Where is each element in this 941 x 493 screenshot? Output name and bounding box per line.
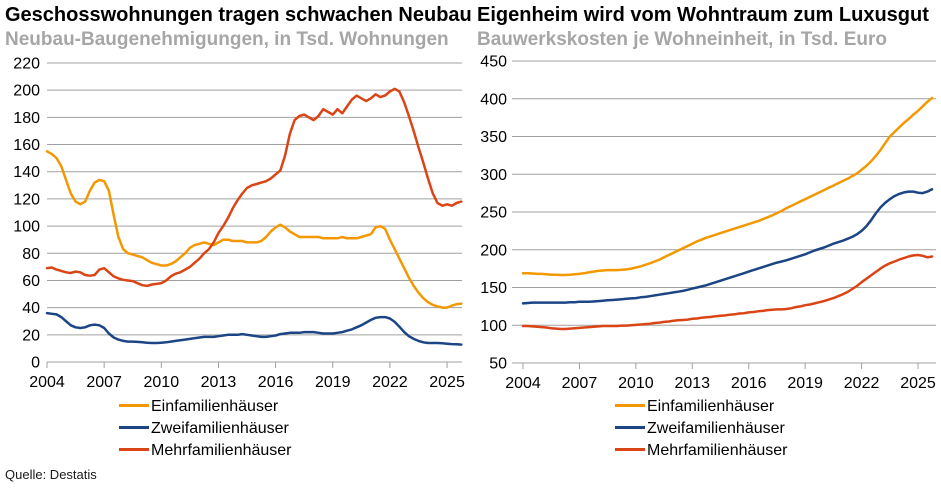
x-axis-tick-label: 2013	[201, 374, 237, 391]
legend-swatch-zweifamilienhaeuser	[119, 425, 149, 429]
legend-item: Zweifamilienhäuser	[615, 418, 941, 440]
legend-swatch-einfamilienhaeuser	[119, 403, 149, 407]
y-axis-tick-label: 220	[13, 56, 40, 73]
series-line-einfamilienhaeuser	[521, 96, 934, 277]
legend-label: Einfamilienhäuser	[151, 398, 279, 415]
legend-swatch-zweifamilienhaeuser	[615, 425, 645, 429]
y-axis-tick-label: 100	[480, 318, 507, 335]
series-line-mehrfamilienhaeuser	[521, 253, 934, 331]
y-axis-tick-label: 200	[480, 242, 507, 259]
legend-label: Einfamilienhäuser	[647, 398, 775, 415]
legend-item: Mehrfamilienhäuser	[119, 440, 589, 462]
x-axis-tick-label: 2025	[900, 375, 936, 392]
legend-swatch-mehrfamilienhaeuser	[615, 447, 645, 451]
legend-label: Zweifamilienhäuser	[151, 420, 289, 437]
left-chart-title: Geschosswohnungen tragen schwachen Neuba…	[5, 4, 472, 26]
legend-item: Einfamilienhäuser	[615, 396, 941, 418]
series-line-zweifamilienhaeuser	[45, 311, 463, 346]
right-chart-subtitle: Bauwerkskosten je Wohneinheit, in Tsd. E…	[477, 29, 887, 50]
x-axis-tick-label: 2022	[372, 374, 408, 391]
right-chart-plot: 50 100 150 200 250 300 350 400 450 2004 2007 2010 20…	[480, 54, 936, 392]
y-axis-tick-label: 350	[480, 129, 507, 146]
y-axis-tick-label: 50	[489, 356, 507, 373]
y-axis-tick-label: 60	[22, 273, 40, 290]
legend-label: Mehrfamilienhäuser	[151, 442, 292, 459]
legend-item: Zweifamilienhäuser	[119, 418, 589, 440]
left-chart-plot: 0 20 40 60 80 100 120 140 160 180 200 220 2004 2007 20…	[13, 56, 465, 392]
y-axis-tick-label: 40	[22, 300, 40, 317]
y-axis-tick-label: 20	[22, 327, 40, 344]
y-axis-tick-label: 200	[13, 83, 40, 100]
x-axis-tick-label: 2016	[258, 374, 294, 391]
y-axis-tick-label: 300	[480, 167, 507, 184]
legend-label: Zweifamilienhäuser	[647, 420, 785, 437]
y-axis-tick-label: 450	[480, 54, 507, 71]
y-axis-tick-label: 250	[480, 205, 507, 222]
y-axis-tick-label: 100	[13, 219, 40, 236]
right-chart-title: Eigenheim wird vom Wohntraum zum Luxusgu…	[477, 4, 929, 26]
x-axis-tick-label: 2013	[674, 375, 710, 392]
x-axis-tick-label: 2007	[562, 375, 598, 392]
legend-swatch-mehrfamilienhaeuser	[119, 447, 149, 451]
x-axis-tick-label: 2004	[505, 375, 541, 392]
source-attribution: Quelle: Destatis	[5, 467, 97, 482]
x-axis-tick-label: 2022	[844, 375, 880, 392]
y-axis-tick-label: 0	[31, 355, 40, 372]
x-axis-tick-label: 2010	[618, 375, 654, 392]
x-axis-tick-label: 2004	[29, 374, 65, 391]
x-axis-tick-label: 2019	[787, 375, 823, 392]
legend-item: Mehrfamilienhäuser	[615, 440, 941, 462]
y-axis-tick-label: 160	[13, 137, 40, 154]
y-axis-tick-label: 400	[480, 91, 507, 108]
y-axis-tick-label: 120	[13, 191, 40, 208]
legend-label: Mehrfamilienhäuser	[647, 442, 788, 459]
left-chart-subtitle: Neubau-Baugenehmigungen, in Tsd. Wohnung…	[5, 29, 449, 50]
x-axis-tick-label: 2007	[86, 374, 122, 391]
y-axis-tick-label: 150	[480, 280, 507, 297]
x-axis-tick-label: 2019	[315, 374, 351, 391]
right-chart-legend: Einfamilienhäuser Zweifamilienhäuser Mehrf…	[471, 396, 941, 462]
y-axis-tick-label: 140	[13, 164, 40, 181]
x-axis-tick-label: 2016	[731, 375, 767, 392]
y-axis-tick-label: 180	[13, 110, 40, 127]
series-line-zweifamilienhaeuser	[521, 188, 934, 305]
x-axis-tick-label: 2025	[429, 374, 465, 391]
y-axis-tick-label: 80	[22, 246, 40, 263]
series-line-einfamilienhaeuser	[45, 150, 463, 309]
legend-swatch-einfamilienhaeuser	[615, 403, 645, 407]
legend-item: Einfamilienhäuser	[119, 396, 589, 418]
x-axis-tick-label: 2010	[144, 374, 180, 391]
series-line-mehrfamilienhaeuser	[45, 87, 463, 288]
left-chart-legend: Einfamilienhäuser Zweifamilienhäuser Mehrf…	[0, 396, 589, 462]
